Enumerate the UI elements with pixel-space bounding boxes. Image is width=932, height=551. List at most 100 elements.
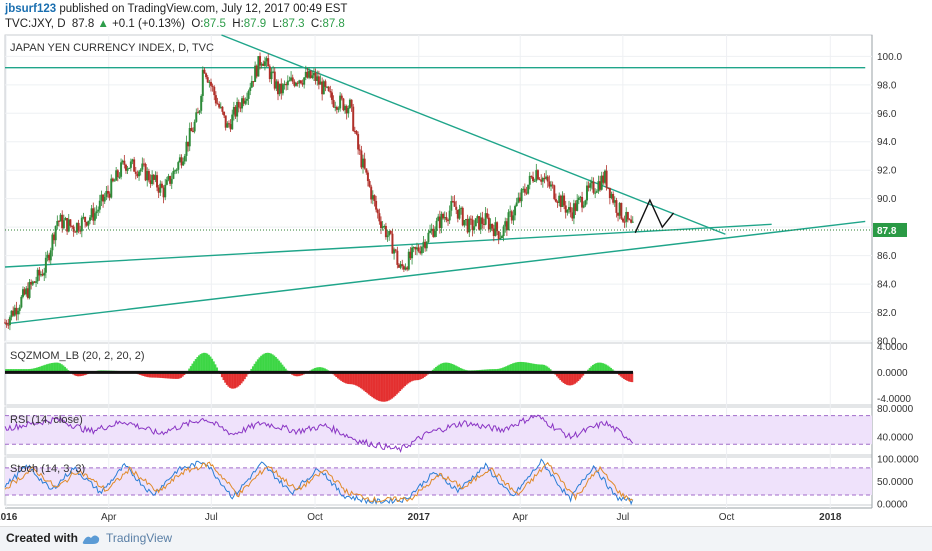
sqz-bar xyxy=(371,372,374,398)
candle-body xyxy=(502,226,505,237)
candle-body xyxy=(214,95,217,104)
candle-body xyxy=(474,218,477,227)
sqz-bar xyxy=(619,372,622,377)
sqz-bar xyxy=(595,363,598,373)
candle-body xyxy=(615,200,618,213)
candle-body xyxy=(600,175,603,190)
sqz-bar xyxy=(260,355,263,373)
candle-body xyxy=(195,112,198,122)
candle-body xyxy=(427,232,430,242)
candle-body xyxy=(66,218,69,232)
author-name[interactable]: jbsurf123 xyxy=(5,3,57,15)
candle-body xyxy=(453,201,456,207)
candle-body xyxy=(559,195,562,207)
quote-line: TVC:JXY, D 87.8 ▲ +0.1 (+0.13%) O:87.5 H… xyxy=(5,18,345,30)
sqz-bar xyxy=(225,372,228,385)
candle-body xyxy=(468,218,471,233)
candle-body xyxy=(30,281,33,285)
candle-body xyxy=(353,130,356,132)
candle-body xyxy=(262,63,265,66)
sqz-bar xyxy=(314,367,317,373)
candle-body xyxy=(623,221,626,223)
candle-body xyxy=(172,171,175,179)
candle-body xyxy=(335,106,338,110)
candle-body xyxy=(438,216,441,229)
rsi-band xyxy=(5,415,872,445)
tradingview-brand[interactable]: TradingView xyxy=(106,531,173,545)
last-price: 87.8 xyxy=(71,18,95,30)
candle-body xyxy=(306,71,309,78)
candle-body xyxy=(237,101,240,108)
candle-body xyxy=(391,233,394,254)
candle-body xyxy=(587,185,590,188)
sqz-bar xyxy=(201,353,204,373)
candle-body xyxy=(267,58,270,67)
sqz-bar xyxy=(534,364,537,373)
low-value: 87.3 xyxy=(282,18,305,30)
candle-body xyxy=(348,99,351,108)
sqz-bar xyxy=(361,372,364,390)
candle-body xyxy=(630,219,633,223)
candle-body xyxy=(188,128,191,147)
sqz-bar xyxy=(376,372,379,401)
candle-body xyxy=(554,199,557,202)
candle-body xyxy=(424,241,427,249)
sqz-bar xyxy=(547,367,550,373)
sqz-bar xyxy=(623,372,626,379)
sqz-bar xyxy=(601,363,604,373)
sqz-bar xyxy=(348,372,351,385)
candle-body xyxy=(205,73,208,78)
sqz-bar xyxy=(317,367,320,373)
chart-svg[interactable]: 2016 Apr Jul Oct 2017 Apr Jul Oct 2018 100.0 98.0 9… xyxy=(0,0,932,526)
sqz-bar xyxy=(503,366,506,373)
candle-body xyxy=(569,207,572,213)
candle-body xyxy=(481,217,484,224)
open-value: 87.5 xyxy=(203,18,226,30)
candle-body xyxy=(317,76,320,85)
sqz-bar xyxy=(147,372,150,378)
candle-body xyxy=(476,216,479,219)
sqz-bar xyxy=(81,372,84,376)
candle-body xyxy=(546,176,549,182)
candle-body xyxy=(26,288,29,298)
candle-body xyxy=(252,81,255,83)
candle-body xyxy=(553,185,556,200)
sqz-bar xyxy=(29,368,32,373)
candle-body xyxy=(330,92,333,100)
sqz-bar xyxy=(216,367,219,373)
candle-body xyxy=(518,197,521,202)
candle-body xyxy=(375,200,378,210)
sqz-bar xyxy=(62,365,65,373)
sqz-bar xyxy=(150,372,153,378)
sqz-bar xyxy=(271,354,274,373)
candle-body xyxy=(551,184,554,186)
y-tick-label: 92.0 xyxy=(877,166,897,177)
candle-body xyxy=(471,219,474,230)
sqz-bar xyxy=(140,372,143,376)
candle-body xyxy=(440,213,443,229)
candle-body xyxy=(244,100,247,104)
candle-body xyxy=(584,200,587,206)
candle-body xyxy=(18,307,21,311)
candle-body xyxy=(249,87,252,92)
candle-body xyxy=(41,274,44,276)
candle-body xyxy=(152,174,155,180)
sqz-bar xyxy=(433,368,436,373)
candle-body xyxy=(362,158,365,168)
candle-body xyxy=(236,101,239,117)
candle-body xyxy=(102,194,105,202)
candle-body xyxy=(144,163,147,181)
sqz-bar xyxy=(60,364,63,373)
sqz-bar xyxy=(448,362,451,373)
sqz-bar xyxy=(415,372,418,381)
sqz-bar xyxy=(153,372,156,378)
sqz-bar xyxy=(199,354,202,373)
sqz-bar xyxy=(539,364,542,373)
sqz-bar xyxy=(335,372,338,378)
sqz-bar xyxy=(453,364,456,373)
candle-body xyxy=(535,170,538,181)
candle-body xyxy=(579,196,582,198)
candle-body xyxy=(344,106,347,111)
sqz-bar xyxy=(570,372,573,386)
candle-body xyxy=(75,222,78,233)
